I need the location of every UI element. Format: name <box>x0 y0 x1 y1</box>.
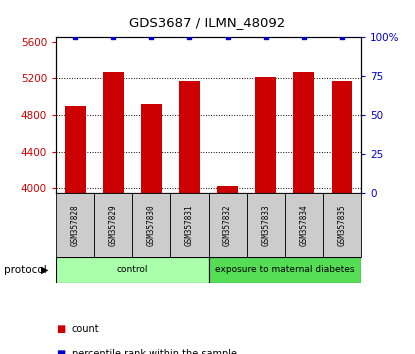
Text: GSM357830: GSM357830 <box>147 204 156 246</box>
Bar <box>293 72 314 193</box>
Bar <box>332 81 352 193</box>
Text: exposure to maternal diabetes: exposure to maternal diabetes <box>215 266 354 274</box>
Bar <box>255 76 276 193</box>
Bar <box>179 81 200 193</box>
Text: GSM357833: GSM357833 <box>261 204 270 246</box>
Bar <box>94 193 132 257</box>
Text: GSM357832: GSM357832 <box>223 204 232 246</box>
Bar <box>209 257 361 283</box>
Bar <box>247 193 285 257</box>
Bar <box>56 257 209 283</box>
Text: percentile rank within the sample: percentile rank within the sample <box>72 349 237 354</box>
Text: GSM357829: GSM357829 <box>109 204 118 246</box>
Text: GSM357835: GSM357835 <box>337 204 347 246</box>
Text: GSM357834: GSM357834 <box>299 204 308 246</box>
Text: GDS3687 / ILMN_48092: GDS3687 / ILMN_48092 <box>129 16 286 29</box>
Bar <box>209 193 247 257</box>
Text: control: control <box>117 266 148 274</box>
Bar <box>103 72 124 193</box>
Bar <box>56 193 94 257</box>
Text: GSM357831: GSM357831 <box>185 204 194 246</box>
Bar <box>65 106 85 193</box>
Text: ■: ■ <box>56 324 65 334</box>
Text: ▶: ▶ <box>41 265 49 275</box>
Bar <box>285 193 323 257</box>
Text: protocol: protocol <box>4 265 47 275</box>
Text: GSM357828: GSM357828 <box>71 204 80 246</box>
Text: ■: ■ <box>56 349 65 354</box>
Bar <box>132 193 171 257</box>
Text: count: count <box>72 324 100 334</box>
Bar <box>217 185 238 193</box>
Bar <box>323 193 361 257</box>
Bar <box>141 104 162 193</box>
Bar <box>171 193 209 257</box>
